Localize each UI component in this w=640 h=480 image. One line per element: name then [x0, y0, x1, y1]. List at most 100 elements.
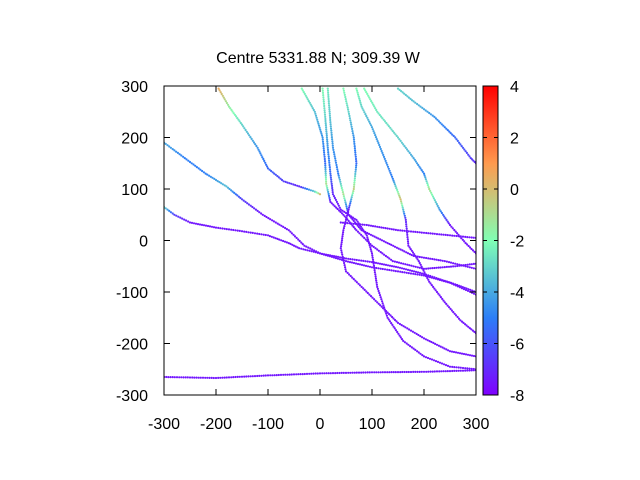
track-point: [421, 106, 424, 109]
track-point: [298, 247, 301, 250]
track-point: [414, 254, 417, 258]
track-point: [390, 258, 393, 261]
track-point: [427, 278, 430, 281]
track-point: [354, 168, 357, 171]
track-point: [377, 302, 380, 305]
track-point: [400, 141, 403, 144]
track-point: [468, 327, 471, 330]
track-point: [472, 262, 475, 265]
track-point: [434, 342, 437, 345]
track-point: [428, 340, 431, 343]
track-point: [430, 193, 434, 196]
track-point: [360, 259, 363, 262]
track-point: [366, 260, 369, 263]
track-point: [406, 95, 409, 98]
track-point: [428, 280, 431, 283]
track-point: [364, 113, 367, 116]
track-point: [367, 94, 370, 97]
track-point: [242, 199, 245, 202]
track-point: [386, 227, 389, 230]
track-point: [462, 288, 466, 291]
track-point: [382, 118, 385, 121]
track-point: [180, 376, 183, 379]
track-point: [324, 176, 327, 179]
colorbar-tick-label: -2: [510, 234, 524, 251]
track-point: [424, 109, 427, 112]
track-point: [425, 231, 428, 235]
track-point: [223, 376, 226, 379]
track-point: [424, 356, 428, 359]
track-point: [355, 87, 358, 90]
track-point: [389, 126, 392, 129]
track-point: [390, 265, 394, 268]
track-point: [399, 270, 402, 273]
track-point: [284, 180, 287, 183]
track-point: [466, 243, 469, 246]
track-point: [331, 188, 334, 192]
track-point: [399, 371, 402, 374]
track-point: [384, 241, 387, 244]
track-point: [341, 191, 344, 194]
track-point: [439, 345, 442, 348]
colorbar-tick-label: -6: [510, 337, 524, 354]
track-point: [455, 366, 458, 369]
track-point: [393, 245, 397, 248]
track-point: [404, 220, 408, 224]
track-point: [300, 186, 303, 189]
track-point: [362, 371, 365, 374]
track-point: [412, 100, 415, 103]
track-point: [326, 138, 329, 141]
track-point: [181, 217, 184, 220]
track-point: [252, 141, 256, 144]
track-point: [422, 172, 426, 175]
chart-title: Centre 5331.88 N; 309.39 W: [216, 50, 421, 67]
track-point: [361, 235, 364, 238]
track-point: [373, 266, 376, 270]
track-point: [322, 94, 325, 97]
track-point: [273, 374, 276, 377]
track-point: [353, 371, 356, 374]
track-point: [452, 265, 455, 268]
track-point: [323, 160, 327, 163]
track-point: [354, 155, 357, 158]
track-point: [180, 154, 183, 157]
track-point: [173, 213, 176, 216]
track-point: [461, 146, 465, 149]
track-point: [351, 130, 354, 133]
track-point: [366, 238, 370, 241]
track-point: [354, 279, 357, 282]
track-point: [438, 294, 441, 297]
track-point: [455, 138, 458, 141]
track-point: [418, 231, 421, 234]
track-point: [342, 195, 345, 198]
track-point: [198, 223, 202, 226]
track-point: [445, 265, 448, 268]
track-point: [251, 139, 254, 142]
track-point: [379, 238, 382, 241]
track-point: [457, 235, 460, 238]
track-point: [342, 229, 345, 232]
track-point: [267, 217, 270, 220]
track-point: [262, 233, 265, 236]
track-point: [371, 254, 374, 257]
track-point: [201, 376, 205, 379]
track-point: [418, 255, 421, 259]
track-point: [455, 369, 458, 372]
track-point: [372, 262, 375, 265]
track-point: [254, 208, 257, 211]
track-point: [457, 369, 460, 372]
track-point: [183, 157, 186, 160]
track-point: [324, 174, 327, 177]
track-point: [403, 212, 406, 215]
track-point: [353, 145, 356, 148]
track-point: [462, 352, 466, 356]
track-point: [348, 261, 352, 264]
track-point: [225, 228, 228, 231]
track-point: [256, 374, 259, 378]
track-point: [390, 128, 393, 131]
track-point: [322, 147, 325, 150]
y-tick-label: -100: [116, 285, 148, 302]
track-point: [344, 95, 347, 99]
track-point: [349, 274, 352, 278]
track-point: [409, 230, 413, 233]
